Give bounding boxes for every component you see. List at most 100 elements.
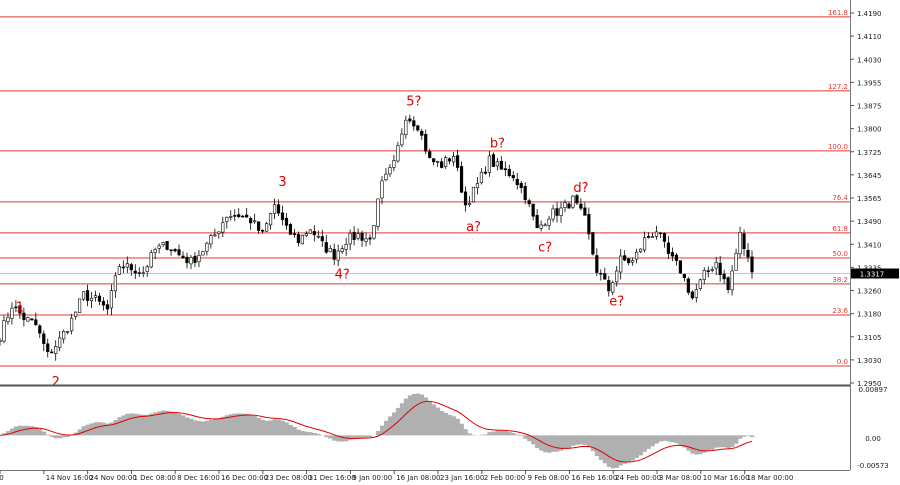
candle-body <box>611 282 615 293</box>
fib-label: 127.2 <box>828 83 848 91</box>
candle <box>567 201 571 209</box>
histogram-bar <box>443 412 448 436</box>
y-tick-label: 1.3030 <box>857 357 882 365</box>
candle-body <box>105 304 110 310</box>
histogram-bar <box>336 435 341 442</box>
histogram-bar <box>292 426 297 436</box>
candle <box>2 315 6 344</box>
candle-body <box>654 231 659 237</box>
candle <box>221 216 225 238</box>
candle <box>551 204 555 223</box>
candle <box>233 209 237 222</box>
x-tick-label: 16 Feb 16:00 <box>571 474 617 482</box>
candle-body <box>73 311 78 317</box>
histogram-bar <box>340 435 345 442</box>
candle-body <box>475 183 480 189</box>
candle <box>706 266 710 278</box>
candle-body <box>746 249 750 258</box>
candle-body <box>499 160 503 170</box>
candle <box>531 203 535 221</box>
histogram-bar <box>356 435 361 438</box>
candle-body <box>463 191 468 206</box>
osc-tick-label: 0.00897 <box>859 386 888 394</box>
candle <box>344 237 348 256</box>
candle <box>22 307 26 327</box>
candle <box>205 241 209 256</box>
candle <box>424 129 428 155</box>
histogram-bar <box>626 435 631 463</box>
candle <box>448 157 452 165</box>
histogram-bar <box>288 424 293 436</box>
candle <box>511 171 515 182</box>
histogram-bar <box>224 415 230 436</box>
histogram-bar <box>463 429 468 436</box>
candle-body <box>129 264 133 271</box>
candle <box>356 228 360 241</box>
candle-body <box>702 270 706 280</box>
candle <box>451 151 456 167</box>
candle <box>519 181 523 194</box>
candle-body <box>738 232 742 255</box>
candle-body <box>348 232 352 245</box>
y-tick-label: 1.4110 <box>857 33 882 41</box>
candle <box>85 284 90 307</box>
histogram-bar <box>264 420 269 436</box>
x-tick-label: 9 Feb 08:00 <box>528 474 569 482</box>
candles <box>0 114 754 361</box>
candle-body <box>440 161 444 168</box>
candle-body <box>77 298 82 313</box>
candle-body <box>408 118 412 122</box>
candle <box>157 243 161 254</box>
histogram-bar <box>81 426 86 436</box>
candle <box>241 214 245 218</box>
histogram-bar <box>145 414 150 436</box>
histogram-bar <box>507 432 512 436</box>
histogram-bar <box>551 435 556 452</box>
x-tick-label: 23 Jan 16:00 <box>440 474 484 482</box>
histogram-bar <box>391 412 397 436</box>
histogram-bar <box>240 413 245 436</box>
candle <box>499 156 503 170</box>
candle-body <box>193 255 197 263</box>
candle <box>284 212 289 230</box>
histogram-bar <box>523 435 528 439</box>
candle <box>491 152 495 167</box>
histogram-bar <box>204 420 210 436</box>
candle <box>543 222 547 227</box>
histogram-bar <box>129 413 134 436</box>
histogram-bar <box>742 435 747 437</box>
histogram-bar <box>185 417 190 436</box>
candle-body <box>388 167 392 175</box>
candle <box>555 201 559 223</box>
histogram-bar <box>574 435 580 445</box>
candle-body <box>320 236 324 242</box>
histogram-bar <box>563 435 568 449</box>
candle <box>654 225 659 240</box>
candle-body <box>726 277 730 290</box>
signal-line <box>0 400 753 463</box>
histogram-bar <box>487 432 492 436</box>
x-tick-label: 24 Nov 00:00 <box>90 474 137 482</box>
candle <box>280 205 285 226</box>
candle-body <box>404 119 408 136</box>
candle-body <box>300 234 304 245</box>
histogram-bar <box>403 398 409 436</box>
histogram-bar <box>53 435 58 439</box>
histogram-bar <box>750 435 755 438</box>
histogram-bar <box>268 420 273 436</box>
candle <box>129 262 133 276</box>
candle-body <box>264 223 269 232</box>
candle-body <box>205 242 209 252</box>
histogram-bar <box>125 413 130 436</box>
candle-body <box>185 256 189 264</box>
candle <box>615 265 619 287</box>
candle-body <box>284 217 289 226</box>
histogram-bar <box>236 413 242 436</box>
histogram-bar <box>248 415 253 436</box>
histogram-bar <box>415 393 421 436</box>
candle-body <box>638 248 643 252</box>
candle-body <box>718 262 722 275</box>
candle <box>38 324 42 339</box>
